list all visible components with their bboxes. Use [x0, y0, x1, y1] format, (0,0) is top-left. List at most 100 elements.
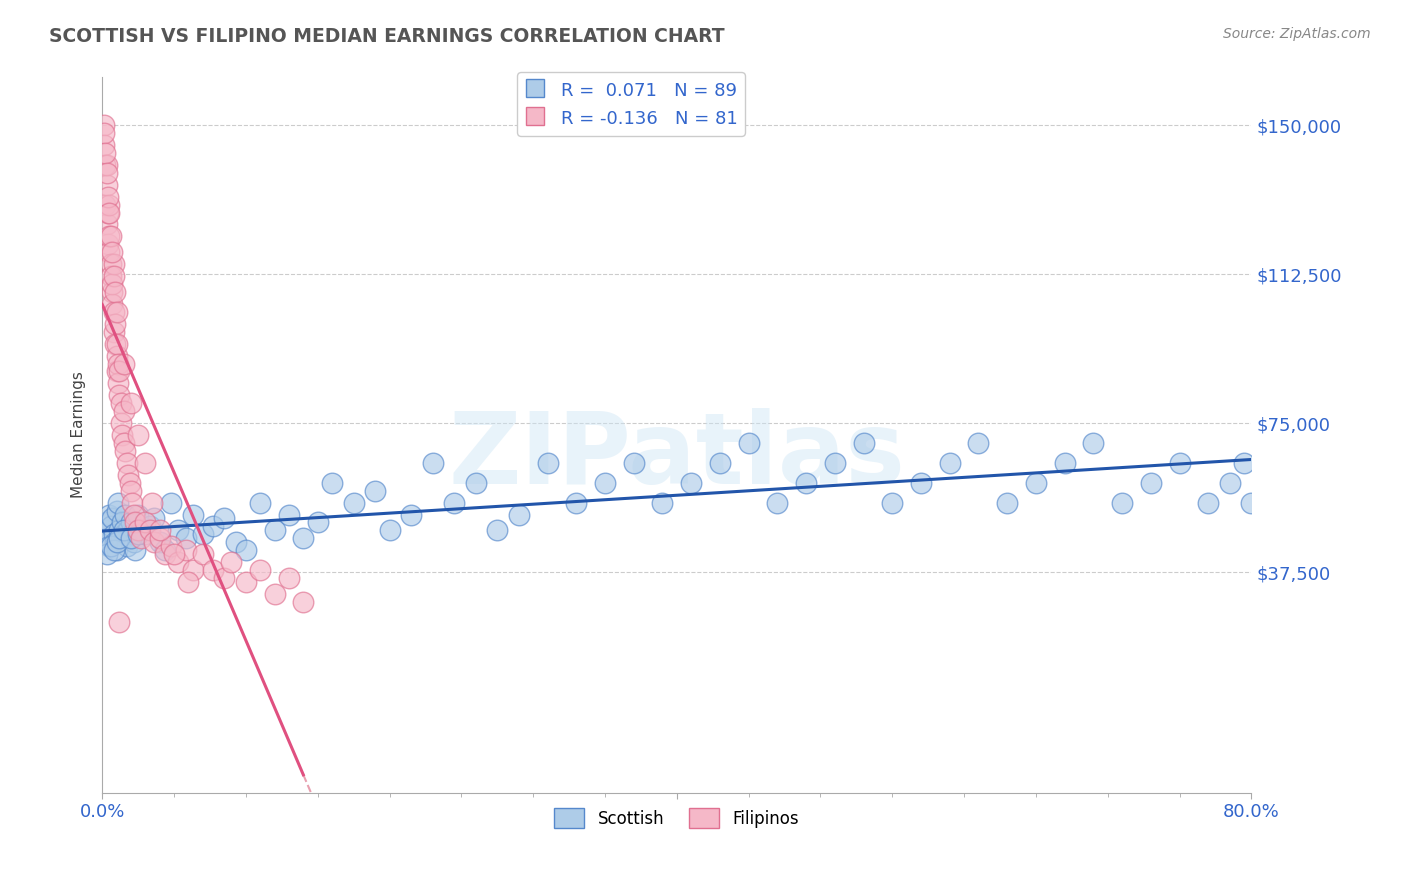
Point	[221, 555, 243, 569]
Point	[97, 205, 120, 219]
Point	[263, 587, 285, 601]
Point	[364, 483, 387, 498]
Point	[96, 516, 118, 530]
Point	[105, 336, 128, 351]
Point	[114, 444, 136, 458]
Point	[96, 158, 118, 172]
Y-axis label: Median Earnings: Median Earnings	[72, 372, 86, 499]
Point	[163, 547, 186, 561]
Point	[486, 524, 509, 538]
Point	[278, 508, 301, 522]
Point	[108, 532, 131, 546]
Point	[105, 503, 128, 517]
Point	[214, 511, 236, 525]
Point	[342, 495, 364, 509]
Point	[249, 495, 271, 509]
Point	[142, 535, 165, 549]
Point	[115, 456, 138, 470]
Point	[464, 475, 486, 490]
Point	[174, 543, 197, 558]
Point	[105, 364, 128, 378]
Point	[98, 245, 121, 260]
Point	[141, 495, 163, 509]
Point	[112, 357, 135, 371]
Point	[127, 524, 149, 538]
Point	[120, 516, 142, 530]
Point	[278, 571, 301, 585]
Point	[167, 524, 190, 538]
Point	[138, 519, 160, 533]
Point	[1240, 495, 1263, 509]
Point	[1168, 456, 1191, 470]
Point	[882, 495, 904, 509]
Point	[681, 475, 703, 490]
Point	[100, 539, 122, 553]
Point	[103, 305, 125, 319]
Point	[201, 563, 224, 577]
Point	[155, 547, 177, 561]
Point	[100, 257, 122, 271]
Point	[191, 527, 214, 541]
Point	[94, 197, 117, 211]
Point	[112, 524, 135, 538]
Point	[98, 229, 121, 244]
Point	[508, 508, 530, 522]
Point	[96, 547, 118, 561]
Point	[149, 524, 172, 538]
Point	[181, 563, 204, 577]
Point	[103, 543, 125, 558]
Point	[94, 145, 117, 160]
Point	[118, 532, 141, 546]
Point	[160, 495, 183, 509]
Point	[214, 571, 236, 585]
Point	[98, 197, 121, 211]
Point	[93, 126, 115, 140]
Point	[443, 495, 465, 509]
Point	[93, 138, 115, 153]
Point	[111, 516, 134, 530]
Point	[101, 277, 124, 291]
Point	[737, 436, 759, 450]
Point	[536, 456, 558, 470]
Point	[263, 524, 285, 538]
Point	[107, 357, 129, 371]
Point	[709, 456, 731, 470]
Point	[98, 205, 121, 219]
Point	[103, 527, 125, 541]
Point	[98, 508, 121, 522]
Point	[134, 527, 156, 541]
Point	[623, 456, 645, 470]
Text: SCOTTISH VS FILIPINO MEDIAN EARNINGS CORRELATION CHART: SCOTTISH VS FILIPINO MEDIAN EARNINGS COR…	[49, 27, 725, 45]
Point	[108, 364, 131, 378]
Point	[100, 229, 122, 244]
Point	[1233, 456, 1256, 470]
Point	[1025, 475, 1047, 490]
Point	[94, 158, 117, 172]
Point	[105, 543, 128, 558]
Point	[249, 563, 271, 577]
Point	[120, 483, 142, 498]
Point	[127, 508, 149, 522]
Point	[97, 189, 120, 203]
Point	[97, 237, 120, 252]
Point	[766, 495, 789, 509]
Point	[321, 475, 343, 490]
Point	[995, 495, 1018, 509]
Point	[191, 547, 214, 561]
Point	[651, 495, 673, 509]
Point	[108, 388, 131, 402]
Point	[155, 543, 177, 558]
Point	[307, 516, 329, 530]
Point	[225, 535, 247, 549]
Point	[112, 436, 135, 450]
Text: Source: ZipAtlas.com: Source: ZipAtlas.com	[1223, 27, 1371, 41]
Point	[96, 166, 118, 180]
Point	[399, 508, 422, 522]
Point	[167, 555, 190, 569]
Point	[115, 539, 138, 553]
Legend: Scottish, Filipinos: Scottish, Filipinos	[548, 802, 806, 834]
Point	[101, 245, 124, 260]
Point	[378, 524, 401, 538]
Point	[201, 519, 224, 533]
Point	[235, 543, 257, 558]
